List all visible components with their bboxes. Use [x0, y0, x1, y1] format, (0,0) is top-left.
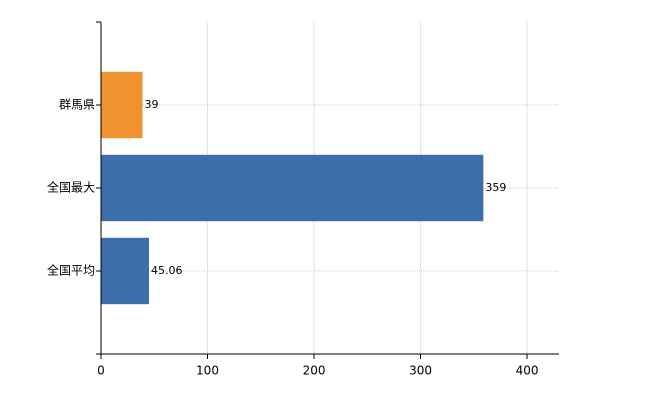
- y-tick-label: 群馬県: [59, 98, 95, 112]
- x-tick-label: 0: [97, 364, 105, 378]
- x-tick-label: 300: [409, 364, 432, 378]
- bar: [101, 71, 143, 139]
- data-label: 359: [485, 181, 506, 194]
- x-tick-label: 400: [516, 364, 539, 378]
- y-tick-label: 全国平均: [47, 263, 95, 278]
- x-tick-label: 200: [303, 364, 326, 378]
- data-label: 39: [145, 98, 159, 111]
- y-tick-label: 全国最大: [47, 180, 95, 195]
- x-tick-label: 100: [196, 364, 219, 378]
- bar: [101, 154, 484, 222]
- bar: [101, 237, 149, 305]
- data-label: 45.06: [151, 264, 183, 277]
